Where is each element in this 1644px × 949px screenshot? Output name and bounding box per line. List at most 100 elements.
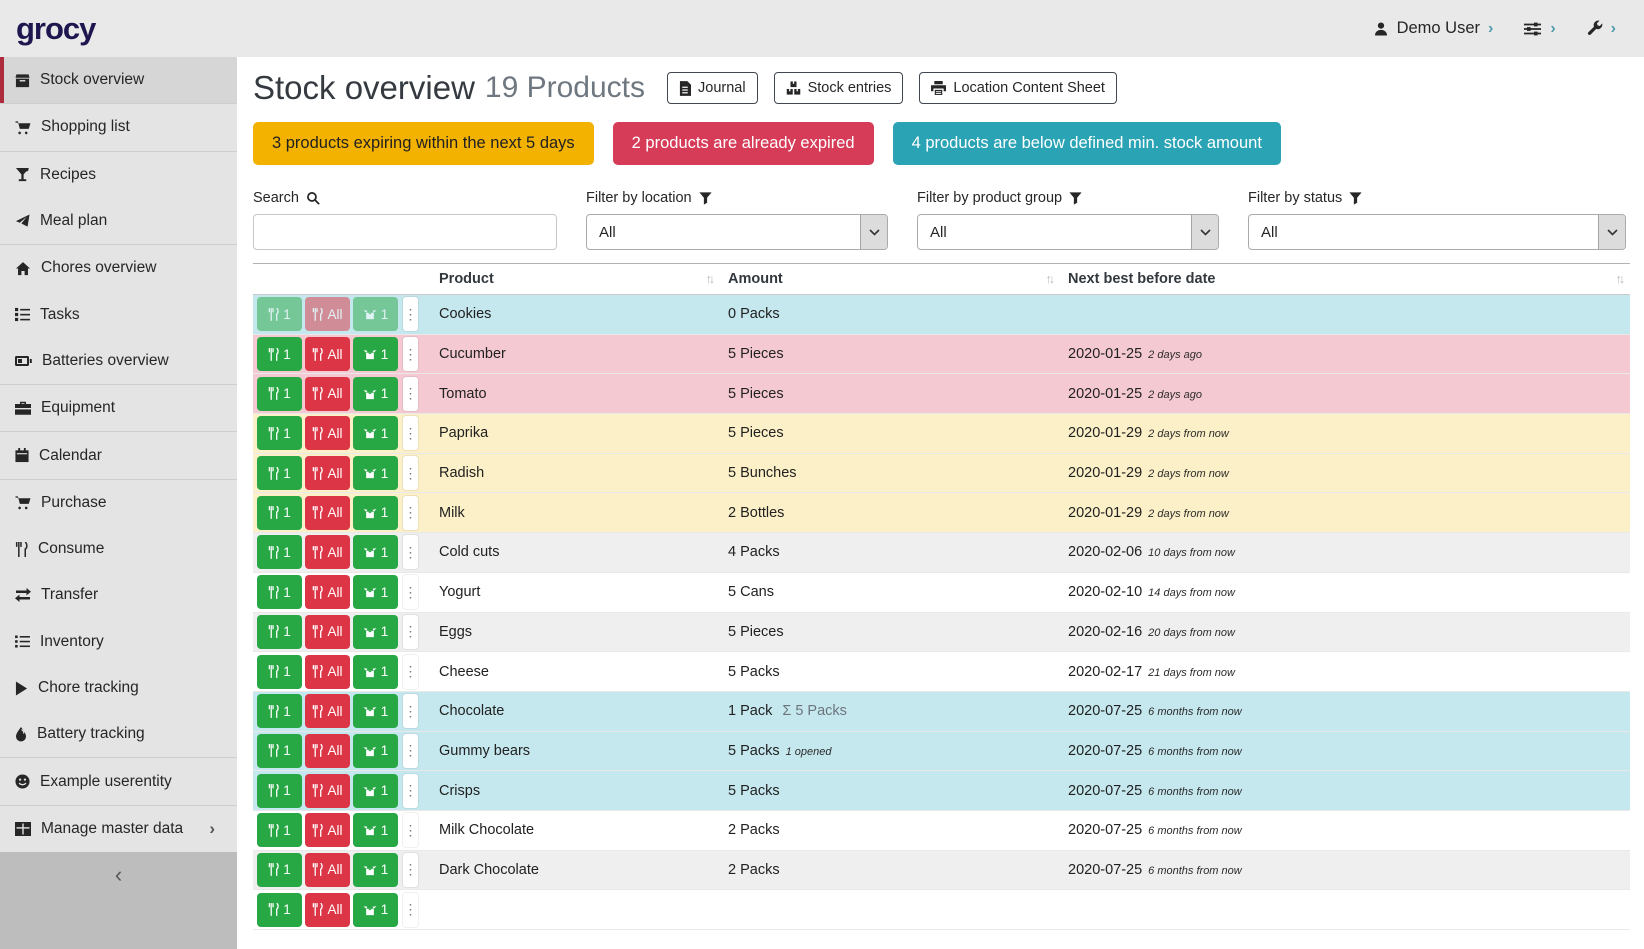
sort-icon[interactable]: ↑↓ bbox=[706, 272, 713, 286]
open-one-button[interactable]: 1 bbox=[353, 853, 398, 887]
user-menu[interactable]: Demo User › bbox=[1373, 19, 1494, 38]
product-column-header[interactable]: Product ↑↓ bbox=[431, 264, 720, 295]
open-one-button[interactable]: 1 bbox=[353, 535, 398, 569]
consume-all-button[interactable]: All bbox=[305, 893, 350, 927]
sidebar-item-chores-overview[interactable]: Chores overview bbox=[0, 245, 237, 291]
sidebar-item-chore-tracking[interactable]: Chore tracking bbox=[0, 665, 237, 711]
journal-button[interactable]: Journal bbox=[667, 72, 758, 104]
settings-menu[interactable]: › bbox=[1523, 21, 1555, 37]
consume-all-button[interactable]: All bbox=[305, 813, 350, 847]
open-one-button[interactable]: 1 bbox=[353, 893, 398, 927]
amount-column-header[interactable]: Amount ↑↓ bbox=[720, 264, 1060, 295]
row-menu-button[interactable]: ⋮ bbox=[403, 297, 418, 331]
search-input[interactable] bbox=[253, 214, 557, 250]
consume-one-button[interactable]: 1 bbox=[257, 535, 302, 569]
row-menu-button[interactable]: ⋮ bbox=[403, 853, 418, 887]
consume-one-button[interactable]: 1 bbox=[257, 337, 302, 371]
consume-all-button[interactable]: All bbox=[305, 853, 350, 887]
consume-one-button[interactable]: 1 bbox=[257, 853, 302, 887]
consume-one-button[interactable]: 1 bbox=[257, 813, 302, 847]
status-filter-select[interactable]: All bbox=[1248, 214, 1626, 250]
sidebar-item-transfer[interactable]: Transfer bbox=[0, 572, 237, 618]
location-content-sheet-button[interactable]: Location Content Sheet bbox=[919, 72, 1117, 104]
open-one-button[interactable]: 1 bbox=[353, 297, 398, 331]
sidebar-item-inventory[interactable]: Inventory bbox=[0, 619, 237, 665]
open-one-button[interactable]: 1 bbox=[353, 734, 398, 768]
sort-icon[interactable]: ↑↓ bbox=[1616, 272, 1623, 286]
consume-one-button[interactable]: 1 bbox=[257, 575, 302, 609]
consume-one-button[interactable]: 1 bbox=[257, 496, 302, 530]
consume-all-button[interactable]: All bbox=[305, 694, 350, 728]
consume-one-button[interactable]: 1 bbox=[257, 655, 302, 689]
consume-all-button[interactable]: All bbox=[305, 615, 350, 649]
admin-menu[interactable]: › bbox=[1586, 20, 1616, 37]
row-menu-button[interactable]: ⋮ bbox=[403, 694, 418, 728]
consume-one-button[interactable]: 1 bbox=[257, 615, 302, 649]
row-menu-button[interactable]: ⋮ bbox=[403, 337, 418, 371]
consume-all-button[interactable]: All bbox=[305, 774, 350, 808]
consume-all-button[interactable]: All bbox=[305, 496, 350, 530]
app-logo[interactable]: grocy bbox=[16, 11, 95, 47]
sidebar-item-purchase[interactable]: Purchase bbox=[0, 480, 237, 526]
sidebar-item-stock-overview[interactable]: Stock overview bbox=[0, 57, 237, 103]
consume-all-button[interactable]: All bbox=[305, 456, 350, 490]
open-one-button[interactable]: 1 bbox=[353, 377, 398, 411]
best-before-column-header[interactable]: Next best before date ↑↓ bbox=[1060, 264, 1630, 295]
sort-icon[interactable]: ↑↓ bbox=[1046, 272, 1053, 286]
row-menu-button[interactable]: ⋮ bbox=[403, 496, 418, 530]
stock-alert-1[interactable]: 2 products are already expired bbox=[613, 122, 874, 165]
row-menu-button[interactable]: ⋮ bbox=[403, 575, 418, 609]
consume-all-button[interactable]: All bbox=[305, 734, 350, 768]
consume-one-button[interactable]: 1 bbox=[257, 893, 302, 927]
sidebar-item-battery-tracking[interactable]: Battery tracking bbox=[0, 711, 237, 757]
location-filter-select[interactable]: All bbox=[586, 214, 888, 250]
row-menu-button[interactable]: ⋮ bbox=[403, 615, 418, 649]
consume-one-button[interactable]: 1 bbox=[257, 694, 302, 728]
row-menu-button[interactable]: ⋮ bbox=[403, 774, 418, 808]
open-one-button[interactable]: 1 bbox=[353, 575, 398, 609]
sidebar-item-batteries-overview[interactable]: Batteries overview bbox=[0, 338, 237, 384]
open-one-button[interactable]: 1 bbox=[353, 416, 398, 450]
consume-all-button[interactable]: All bbox=[305, 416, 350, 450]
sidebar-item-meal-plan[interactable]: Meal plan bbox=[0, 198, 237, 244]
row-menu-button[interactable]: ⋮ bbox=[403, 456, 418, 490]
stock-alert-0[interactable]: 3 products expiring within the next 5 da… bbox=[253, 122, 594, 165]
sidebar-item-tasks[interactable]: Tasks bbox=[0, 291, 237, 337]
row-menu-button[interactable]: ⋮ bbox=[403, 893, 418, 927]
row-menu-button[interactable]: ⋮ bbox=[403, 416, 418, 450]
consume-one-button[interactable]: 1 bbox=[257, 456, 302, 490]
product-group-filter-select[interactable]: All bbox=[917, 214, 1219, 250]
open-one-button[interactable]: 1 bbox=[353, 813, 398, 847]
open-one-button[interactable]: 1 bbox=[353, 774, 398, 808]
open-one-button[interactable]: 1 bbox=[353, 694, 398, 728]
row-menu-button[interactable]: ⋮ bbox=[403, 813, 418, 847]
row-menu-button[interactable]: ⋮ bbox=[403, 535, 418, 569]
consume-all-button[interactable]: All bbox=[305, 655, 350, 689]
sidebar-collapse-button[interactable]: ‹ bbox=[0, 852, 237, 949]
open-one-button[interactable]: 1 bbox=[353, 337, 398, 371]
stock-alert-2[interactable]: 4 products are below defined min. stock … bbox=[893, 122, 1281, 165]
consume-one-button[interactable]: 1 bbox=[257, 377, 302, 411]
sidebar-item-manage-master-data[interactable]: Manage master data› bbox=[0, 806, 237, 852]
consume-all-button[interactable]: All bbox=[305, 575, 350, 609]
consume-all-button[interactable]: All bbox=[305, 337, 350, 371]
consume-one-button[interactable]: 1 bbox=[257, 416, 302, 450]
sidebar-item-example-userentity[interactable]: Example userentity bbox=[0, 758, 237, 804]
open-one-button[interactable]: 1 bbox=[353, 496, 398, 530]
consume-one-button[interactable]: 1 bbox=[257, 774, 302, 808]
stock-entries-button[interactable]: Stock entries bbox=[774, 72, 904, 104]
consume-all-button[interactable]: All bbox=[305, 297, 350, 331]
row-menu-button[interactable]: ⋮ bbox=[403, 734, 418, 768]
sidebar-item-consume[interactable]: Consume bbox=[0, 526, 237, 572]
open-one-button[interactable]: 1 bbox=[353, 655, 398, 689]
open-one-button[interactable]: 1 bbox=[353, 615, 398, 649]
sidebar-item-calendar[interactable]: Calendar bbox=[0, 432, 237, 478]
open-one-button[interactable]: 1 bbox=[353, 456, 398, 490]
sidebar-item-shopping-list[interactable]: Shopping list bbox=[0, 104, 237, 150]
sidebar-item-recipes[interactable]: Recipes bbox=[0, 152, 237, 198]
row-menu-button[interactable]: ⋮ bbox=[403, 655, 418, 689]
consume-one-button[interactable]: 1 bbox=[257, 297, 302, 331]
consume-one-button[interactable]: 1 bbox=[257, 734, 302, 768]
sidebar-item-equipment[interactable]: Equipment bbox=[0, 385, 237, 431]
consume-all-button[interactable]: All bbox=[305, 535, 350, 569]
